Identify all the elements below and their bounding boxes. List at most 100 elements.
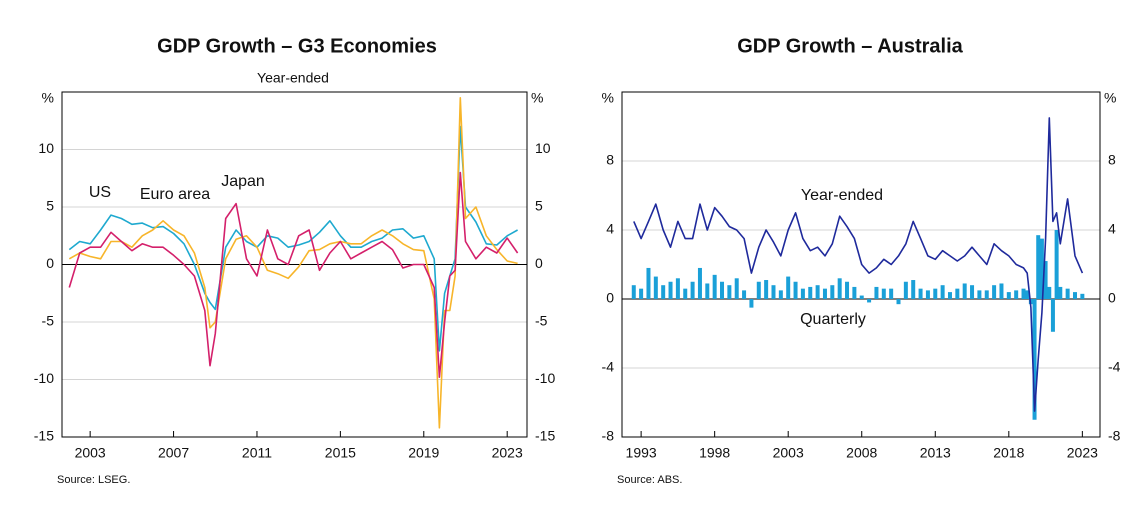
chart-title: GDP Growth – Australia: [737, 35, 963, 57]
source-note: Source: ABS.: [617, 474, 682, 486]
bar: [911, 280, 916, 299]
y-tick-label: -4: [602, 359, 615, 375]
x-tick-label: 1998: [699, 445, 730, 461]
x-tick-label: 2019: [408, 445, 439, 461]
y-tick-label-right: 8: [1108, 152, 1116, 168]
bar: [925, 290, 930, 299]
y-tick-label-right: 0: [1108, 290, 1116, 306]
y-tick-label: -15: [34, 428, 54, 444]
series-label: US: [89, 184, 111, 201]
bar: [845, 281, 850, 299]
bar: [661, 285, 666, 299]
bar: [675, 278, 680, 299]
bar: [881, 288, 886, 299]
y-tick-label: -5: [42, 313, 55, 329]
bar: [940, 285, 945, 299]
bar: [771, 285, 776, 299]
bar: [800, 288, 805, 299]
series-label: Japan: [221, 173, 265, 190]
bar: [712, 274, 717, 299]
x-tick-label: 2007: [158, 445, 189, 461]
x-tick-label: 2013: [920, 445, 951, 461]
series-label: Year-ended: [801, 187, 883, 204]
plot-frame: [621, 91, 1101, 438]
bar: [756, 281, 761, 299]
bar: [1043, 261, 1048, 299]
bar: [1058, 286, 1063, 299]
y-tick-label: -10: [34, 370, 54, 386]
y-tick-label: -8: [602, 428, 615, 444]
bar: [955, 288, 960, 299]
x-tick-label: 2018: [993, 445, 1024, 461]
bar: [683, 288, 688, 299]
x-tick-label: 2003: [75, 445, 106, 461]
bar: [793, 281, 798, 299]
y-unit: %: [602, 90, 614, 106]
bar: [1014, 290, 1019, 299]
bar: [1021, 288, 1026, 299]
bar: [1036, 235, 1041, 299]
bar: [749, 299, 754, 308]
bar: [646, 267, 651, 299]
bar: [874, 286, 879, 299]
y-tick-label-right: -15: [535, 428, 555, 444]
plot-frame: [61, 91, 528, 438]
bar: [889, 288, 894, 299]
y-unit-right: %: [1104, 90, 1116, 106]
line: [68, 171, 519, 378]
chart-title: GDP Growth – G3 Economies: [157, 35, 437, 57]
source-note: Source: LSEG.: [57, 474, 130, 486]
bar: [903, 281, 908, 299]
y-unit-right: %: [531, 90, 543, 106]
bar: [999, 283, 1004, 299]
bar: [631, 285, 636, 299]
bar: [697, 267, 702, 299]
bar: [852, 286, 857, 299]
bar: [947, 292, 952, 299]
series-label: Quarterly: [800, 311, 866, 328]
bar: [1032, 299, 1037, 420]
bar: [690, 281, 695, 299]
y-tick-label-right: -8: [1108, 428, 1121, 444]
x-tick-label: 1993: [626, 445, 657, 461]
bar: [653, 276, 658, 299]
series-label: Euro area: [140, 186, 210, 203]
y-tick-label: 5: [46, 198, 54, 214]
bar: [837, 278, 842, 299]
y-tick-label-right: 10: [535, 140, 551, 156]
bar: [1054, 230, 1059, 299]
y-tick-label-right: 0: [535, 255, 543, 271]
y-tick-label: 0: [46, 255, 54, 271]
x-tick-label: 2008: [846, 445, 877, 461]
bar: [1006, 292, 1011, 299]
bar: [918, 288, 923, 299]
bar: [1072, 292, 1077, 299]
bar: [815, 285, 820, 299]
y-tick-label-right: -4: [1108, 359, 1121, 375]
bar: [992, 285, 997, 299]
bar: [764, 280, 769, 299]
bar: [727, 285, 732, 299]
bar: [734, 278, 739, 299]
bar: [808, 286, 813, 299]
line: [68, 97, 518, 429]
bar: [970, 285, 975, 299]
x-tick-label: 2023: [492, 445, 523, 461]
y-tick-label: 8: [606, 152, 614, 168]
bar: [984, 290, 989, 299]
bar: [639, 288, 644, 299]
bar: [933, 288, 938, 299]
bar: [1039, 238, 1044, 299]
bar: [962, 283, 967, 299]
y-unit: %: [42, 90, 54, 106]
x-tick-label: 2003: [773, 445, 804, 461]
x-tick-label: 2011: [242, 445, 272, 461]
y-tick-label-right: -5: [535, 313, 548, 329]
bar: [822, 288, 827, 299]
bar: [720, 281, 725, 299]
line: [633, 117, 1084, 412]
line: [68, 125, 518, 352]
y-tick-label: 10: [38, 140, 54, 156]
